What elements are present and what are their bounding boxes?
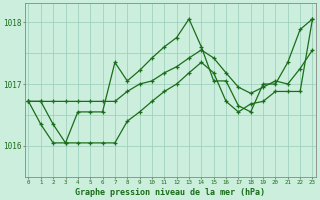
X-axis label: Graphe pression niveau de la mer (hPa): Graphe pression niveau de la mer (hPa) (76, 188, 266, 197)
